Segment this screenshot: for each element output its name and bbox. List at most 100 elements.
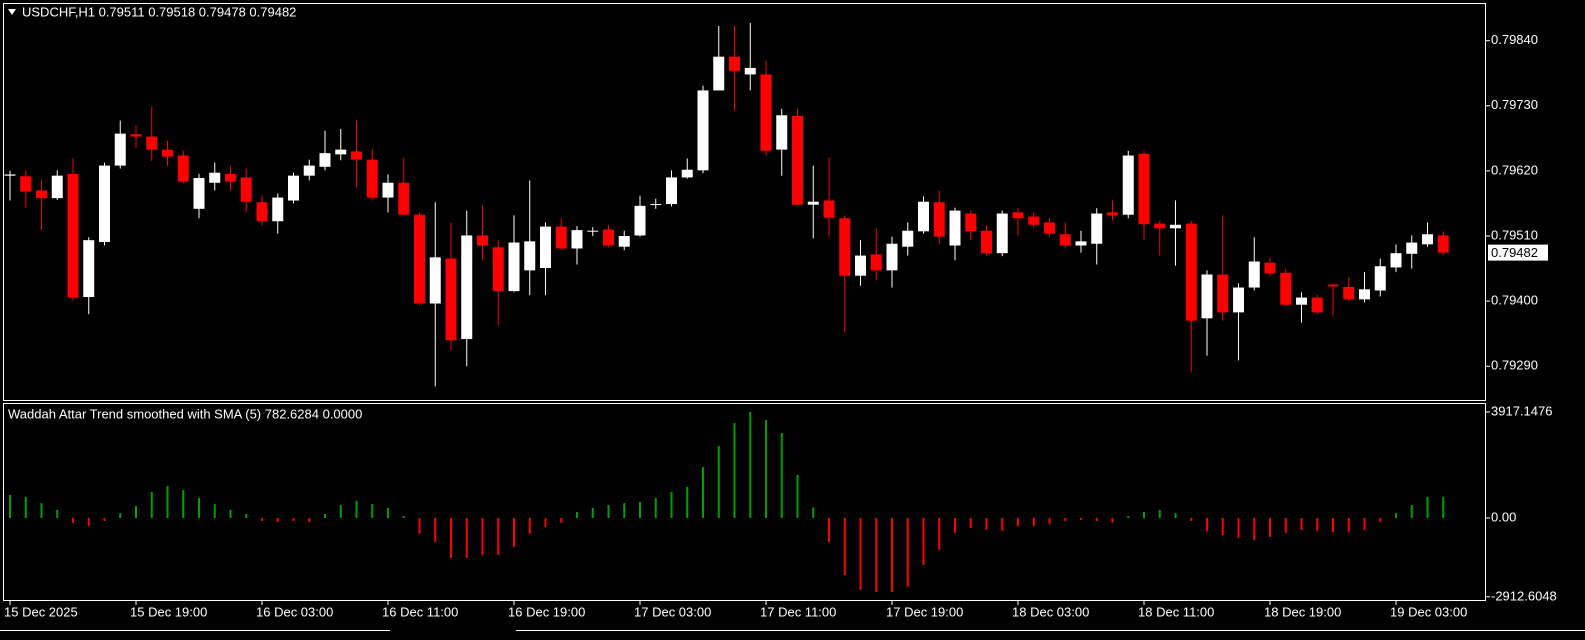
candle-body [713,56,725,91]
candle-body [666,177,677,205]
x-tick-label: 16 Dec 11:00 [382,604,458,619]
candle-body [414,214,425,304]
indicator-panel-frame [3,403,1486,601]
candle-body [1185,223,1197,321]
candle-body [650,204,662,206]
candle-body [366,159,378,198]
candle-body [1437,235,1449,253]
candle-body [571,230,583,249]
price-label-box [1488,244,1548,261]
candle-body [1359,289,1370,300]
candle-body [130,134,142,137]
candle-body [272,197,284,222]
candle-body [492,247,504,292]
candle-body [918,201,929,232]
candle-body [933,202,945,237]
candle-body [1374,266,1386,291]
candle-body [1201,274,1213,319]
candle-body [508,242,520,292]
candle-body [1012,212,1024,219]
candle-body [1154,223,1166,229]
candle-body [870,254,882,271]
y-tick-label: 0.79840 [1491,32,1538,47]
x-tick-label: 18 Dec 11:00 [1138,604,1214,619]
candle-body [477,235,488,246]
candle-body [461,235,473,340]
candle-body [681,169,693,178]
x-tick-label: 18 Dec 03:00 [1012,604,1089,619]
candle-body [587,230,599,232]
candle-body [618,236,630,247]
candle-body [146,136,158,150]
y-tick-label: 0.79400 [1491,293,1538,308]
x-tick-label: 15 Dec 19:00 [130,604,207,619]
candle-body [20,176,32,192]
candle-body [1217,274,1229,313]
candle-body [1390,253,1402,268]
y-tick-label: 0.79290 [1491,358,1538,373]
x-tick-label: 17 Dec 03:00 [634,604,711,619]
price-label: 0.79482 [1491,245,1538,260]
candle-body [398,182,410,215]
candle-body [240,177,252,202]
candle-body [67,173,79,298]
candle-body [1264,262,1276,274]
candle-body [634,205,646,236]
candle-body [792,115,803,205]
candle-body [1327,284,1339,287]
candle-body [225,173,236,182]
candle-body [209,172,221,183]
candle-body [99,165,110,242]
candle-body [303,165,315,176]
candle-body [855,255,866,276]
candle-body [996,213,1008,254]
indicator-title: Waddah Attar Trend smoothed with SMA (5)… [8,406,362,421]
candle-body [807,201,819,205]
candle-body [351,151,362,160]
candle-body [1044,222,1055,234]
x-tick-label: 15 Dec 2025 [4,604,78,619]
candle-body [177,155,189,182]
candle-body [1028,216,1040,225]
candle-body [839,218,851,276]
candle-body [729,56,740,71]
candle-body [1138,153,1150,225]
candle-body [319,153,331,167]
candle-body [949,210,961,246]
candle-body [429,257,441,304]
candle-body [1296,297,1307,305]
candle-body [1107,212,1118,216]
candle-body [540,226,551,268]
y-tick-label: 0.79510 [1491,227,1538,242]
candle-body [697,90,709,171]
candle-body [886,243,898,271]
candle-body [1422,234,1433,245]
y-tick-label: 0.79730 [1491,97,1538,112]
candle-body [445,258,457,341]
candle-body [1059,234,1071,246]
candle-body [1311,297,1323,313]
candle-body [83,240,95,298]
candle-body [524,241,536,271]
candle-body [335,149,347,155]
candle-body [603,229,614,246]
candle-body [760,74,772,151]
candle-body [776,115,788,150]
candle-body [823,200,835,218]
chart-title: USDCHF,H1 0.79511 0.79518 0.79478 0.7948… [22,4,296,19]
candle-body [114,133,126,166]
y-tick-label: 3917.1476 [1491,403,1552,418]
candle-body [1075,241,1087,246]
x-tick-label: 17 Dec 19:00 [886,604,963,619]
candle-body [1248,261,1260,288]
candle-body [4,174,16,176]
symbol-menu-icon[interactable] [8,9,16,15]
x-tick-label: 16 Dec 19:00 [508,604,585,619]
candle-body [1343,286,1355,300]
candle-body [288,175,299,201]
candle-body [193,178,205,209]
x-tick-label: 17 Dec 11:00 [760,604,836,619]
candle-body [965,213,977,232]
candle-body [162,149,173,157]
